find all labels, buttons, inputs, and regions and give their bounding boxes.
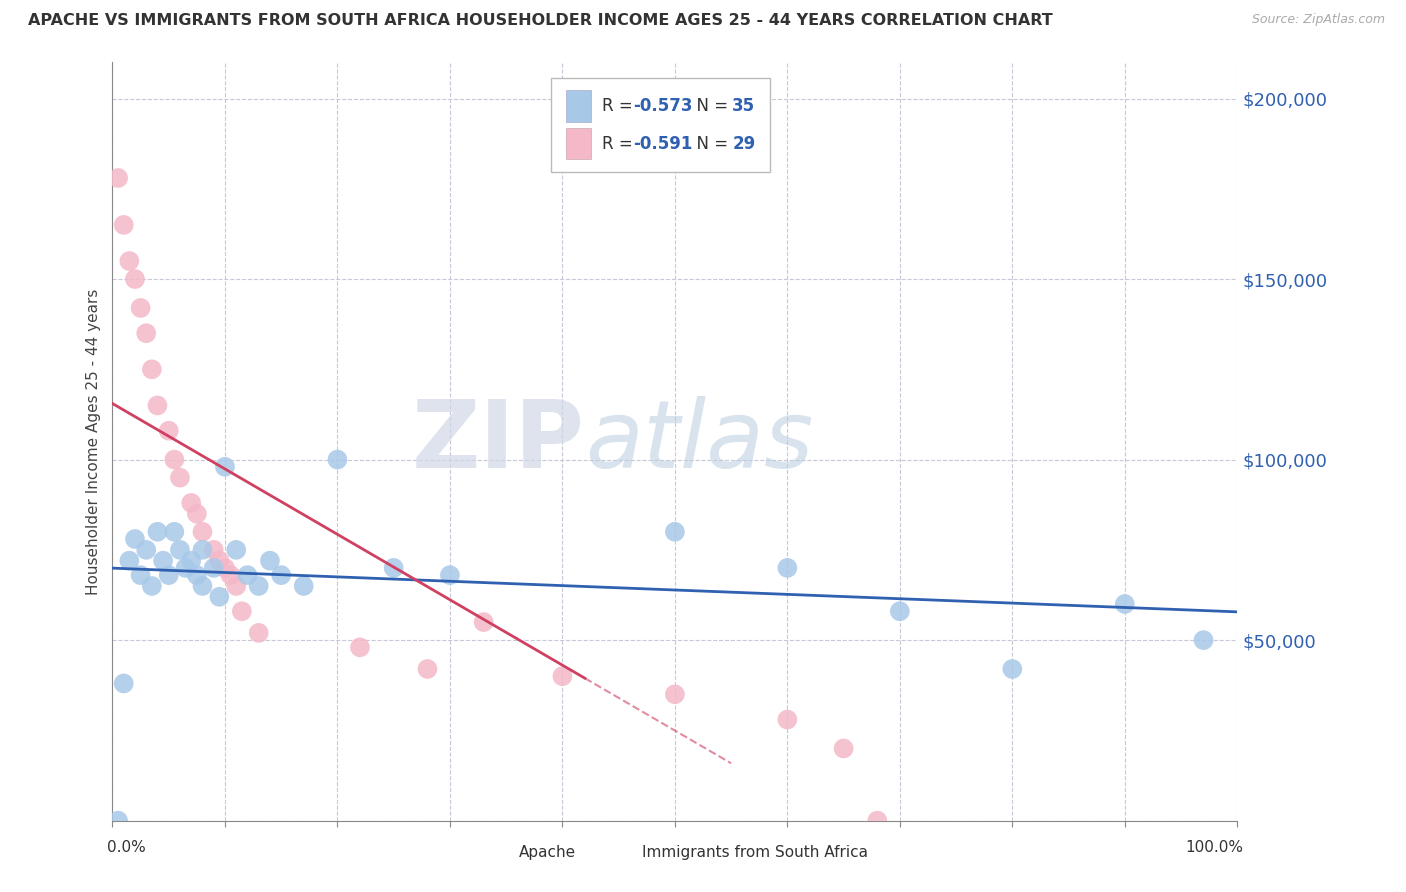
Text: R =: R =	[602, 135, 638, 153]
Point	[247, 579, 270, 593]
Point	[146, 524, 169, 539]
Text: 29: 29	[733, 135, 755, 153]
Text: 0.0%: 0.0%	[107, 839, 146, 855]
Text: N =: N =	[686, 135, 734, 153]
Point	[141, 579, 163, 593]
Text: atlas: atlas	[585, 396, 813, 487]
Text: Immigrants from South Africa: Immigrants from South Africa	[643, 845, 869, 860]
Text: 35: 35	[733, 96, 755, 115]
Y-axis label: Householder Income Ages 25 - 44 years: Householder Income Ages 25 - 44 years	[86, 288, 101, 595]
Point	[107, 171, 129, 186]
Point	[219, 568, 242, 582]
Text: R =: R =	[602, 96, 638, 115]
Point	[382, 561, 405, 575]
Text: Source: ZipAtlas.com: Source: ZipAtlas.com	[1251, 13, 1385, 27]
Point	[225, 579, 247, 593]
FancyBboxPatch shape	[489, 838, 515, 866]
Point	[202, 542, 225, 557]
Point	[1192, 633, 1215, 648]
Text: Apache: Apache	[519, 845, 575, 860]
Point	[146, 399, 169, 413]
Point	[776, 713, 799, 727]
Point	[163, 452, 186, 467]
Point	[186, 507, 208, 521]
FancyBboxPatch shape	[551, 78, 770, 172]
FancyBboxPatch shape	[565, 90, 591, 121]
Point	[664, 687, 686, 701]
Point	[889, 604, 911, 618]
Point	[157, 568, 180, 582]
Point	[326, 452, 349, 467]
Point	[191, 542, 214, 557]
Text: APACHE VS IMMIGRANTS FROM SOUTH AFRICA HOUSEHOLDER INCOME AGES 25 - 44 YEARS COR: APACHE VS IMMIGRANTS FROM SOUTH AFRICA H…	[28, 13, 1053, 29]
Point	[472, 615, 495, 629]
Point	[776, 561, 799, 575]
Point	[124, 532, 146, 546]
Point	[129, 301, 152, 315]
Point	[191, 524, 214, 539]
Point	[124, 272, 146, 286]
Point	[169, 542, 191, 557]
Point	[214, 561, 236, 575]
Point	[135, 326, 157, 341]
Point	[292, 579, 315, 593]
FancyBboxPatch shape	[613, 838, 638, 866]
Point	[236, 568, 259, 582]
Point	[866, 814, 889, 828]
Text: 100.0%: 100.0%	[1185, 839, 1243, 855]
Text: N =: N =	[686, 96, 734, 115]
Text: -0.591: -0.591	[633, 135, 693, 153]
Point	[551, 669, 574, 683]
Point	[169, 470, 191, 484]
Point	[129, 568, 152, 582]
Point	[163, 524, 186, 539]
Point	[231, 604, 253, 618]
Point	[112, 218, 135, 232]
Point	[152, 554, 174, 568]
Point	[135, 542, 157, 557]
Point	[107, 814, 129, 828]
Point	[202, 561, 225, 575]
Point	[112, 676, 135, 690]
Point	[439, 568, 461, 582]
Point	[349, 640, 371, 655]
Point	[1001, 662, 1024, 676]
Point	[259, 554, 281, 568]
Point	[664, 524, 686, 539]
Point	[214, 459, 236, 474]
Point	[247, 626, 270, 640]
Point	[208, 590, 231, 604]
Point	[270, 568, 292, 582]
Point	[118, 554, 141, 568]
Text: -0.573: -0.573	[633, 96, 693, 115]
Point	[180, 554, 202, 568]
Point	[141, 362, 163, 376]
Point	[1114, 597, 1136, 611]
Point	[832, 741, 855, 756]
Point	[180, 496, 202, 510]
Point	[174, 561, 197, 575]
Point	[208, 554, 231, 568]
Point	[186, 568, 208, 582]
Point	[118, 254, 141, 268]
Point	[191, 579, 214, 593]
Text: ZIP: ZIP	[412, 395, 585, 488]
Point	[416, 662, 439, 676]
Point	[157, 424, 180, 438]
Point	[225, 542, 247, 557]
FancyBboxPatch shape	[565, 128, 591, 160]
